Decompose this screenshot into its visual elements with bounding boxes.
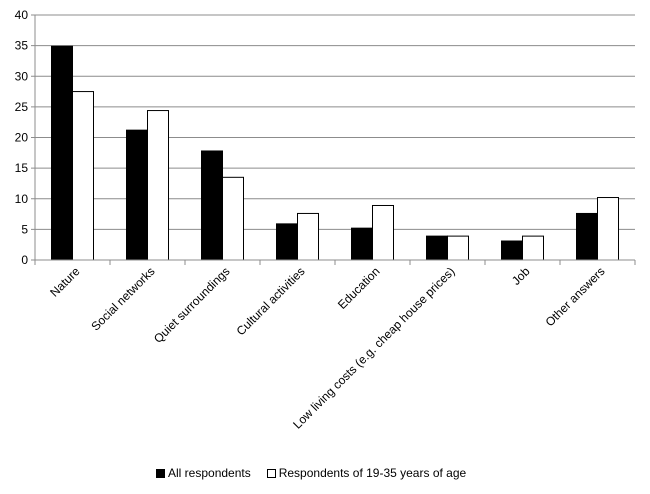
legend-label: All respondents <box>168 466 251 480</box>
legend-label: Respondents of 19-35 years of age <box>278 466 467 480</box>
y-tick-label: 10 <box>15 192 29 206</box>
gridlines <box>35 14 635 230</box>
bar-respondents-19-35-4 <box>372 204 394 261</box>
bar-all-respondents-0 <box>51 45 73 261</box>
x-tick-label: Education <box>335 264 383 312</box>
y-tick-label: 5 <box>21 222 28 236</box>
y-tick-label: 0 <box>21 253 28 267</box>
legend-swatch-white <box>266 468 276 478</box>
y-tick-label: 35 <box>15 39 29 53</box>
y-tick-label: 25 <box>15 100 29 114</box>
bar-respondents-19-35-0 <box>72 91 94 261</box>
x-tick-label: Social networks <box>88 264 157 333</box>
bar-all-respondents-7 <box>576 212 598 261</box>
bar-all-respondents-1 <box>126 129 148 261</box>
bar-respondents-19-35-6 <box>522 235 544 261</box>
y-tick-label: 20 <box>15 131 29 145</box>
legend-item-all-respondents: All respondents <box>156 466 251 480</box>
bar-respondents-19-35-2 <box>222 176 244 261</box>
bar-respondents-19-35-1 <box>147 110 169 261</box>
bar-all-respondents-3 <box>276 223 298 261</box>
x-tick-label: Quiet surroundings <box>151 264 233 346</box>
y-tick-label: 15 <box>15 161 29 175</box>
legend-item-respondents-19-35: Respondents of 19-35 years of age <box>266 466 467 480</box>
x-tick-label: Nature <box>47 264 83 300</box>
x-tick-label: Job <box>509 264 533 288</box>
bar-all-respondents-6 <box>501 240 523 261</box>
bar-respondents-19-35-5 <box>447 235 469 261</box>
x-tick-label: Low living costs (e.g. cheap house price… <box>290 264 457 431</box>
legend-swatch-black <box>156 468 165 478</box>
y-tick-label: 40 <box>15 8 29 22</box>
bar-all-respondents-5 <box>426 235 448 261</box>
y-axis-ticks: 0 5 10 15 20 25 30 35 40 <box>15 8 35 267</box>
x-tick-label: Cultural activities <box>234 264 308 338</box>
bar-respondents-19-35-7 <box>597 197 619 261</box>
x-tick-label: Other answers <box>543 264 608 329</box>
y-tick-label: 30 <box>15 69 29 83</box>
bars <box>51 45 619 261</box>
bar-respondents-19-35-3 <box>297 212 319 261</box>
legend: All respondents Respondents of 19-35 yea… <box>156 466 482 480</box>
bar-all-respondents-2 <box>201 150 223 261</box>
bar-all-respondents-4 <box>351 227 373 261</box>
